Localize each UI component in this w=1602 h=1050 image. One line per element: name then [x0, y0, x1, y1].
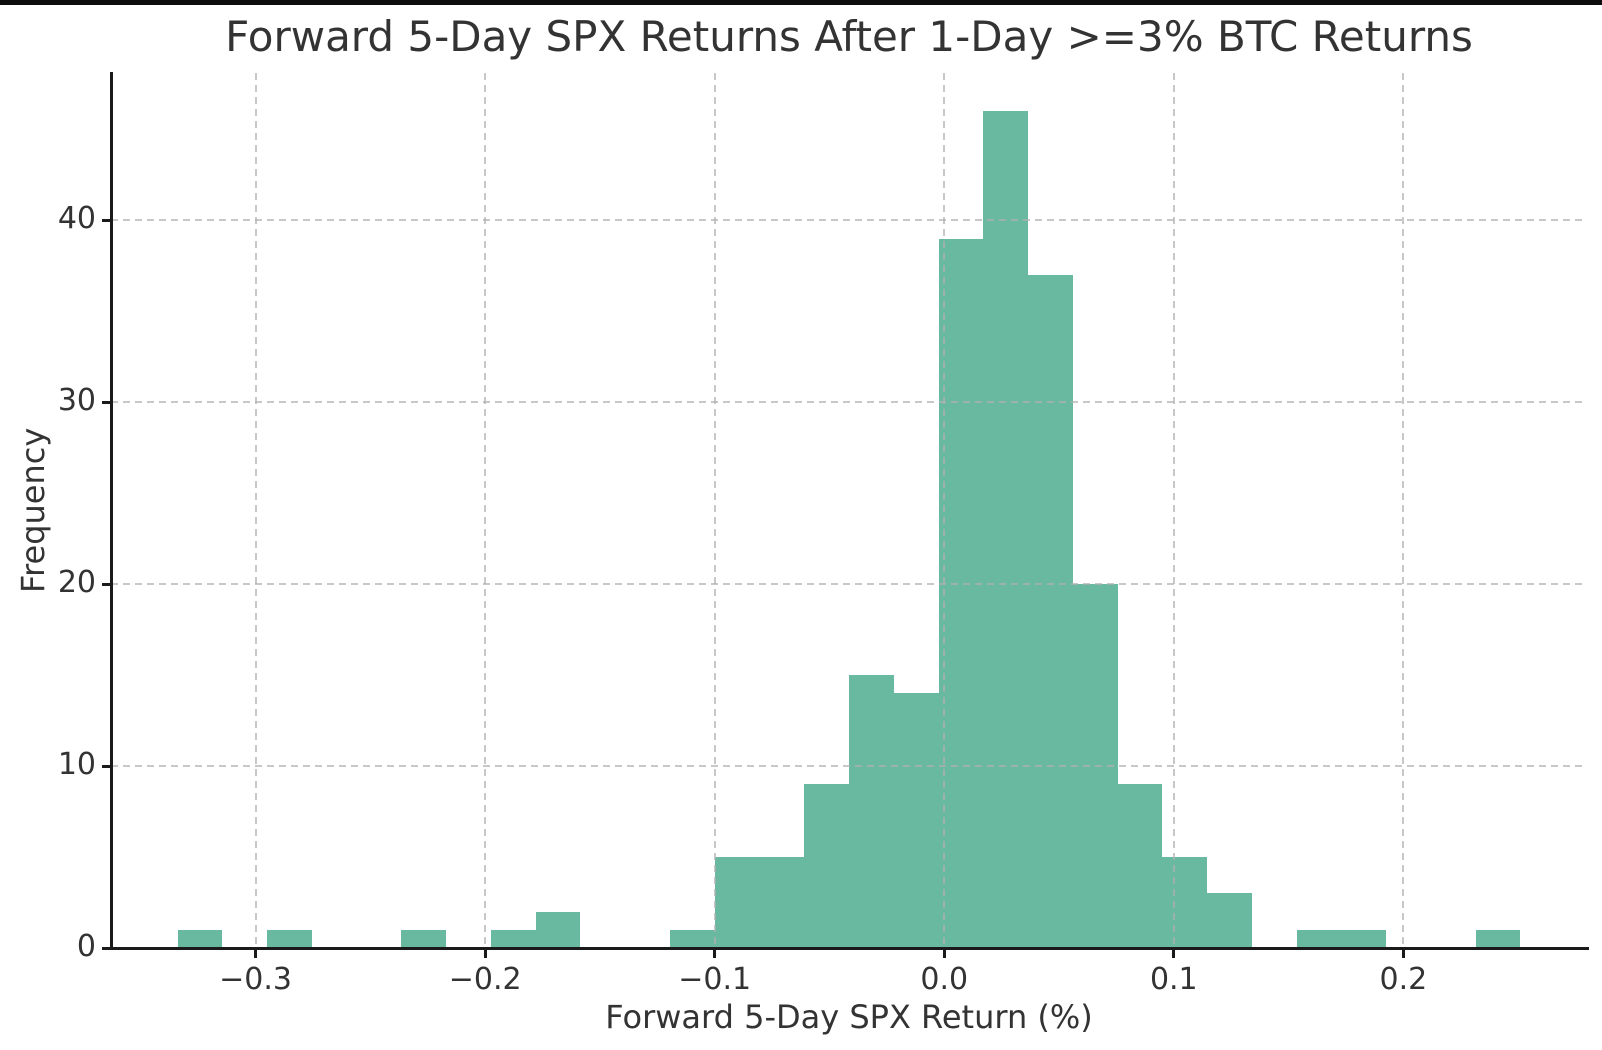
plot-area: −0.3 −0.2 −0.1 0.0 0.1 0.2 0 10 20 30 40 [58, 71, 1589, 997]
x-tick-label: −0.3 [219, 962, 293, 997]
x-tick-label: 0.0 [920, 962, 969, 997]
histogram-bar [893, 693, 939, 948]
x-axis-label: Forward 5-Day SPX Return (%) [605, 998, 1093, 1036]
histogram-bar [490, 929, 536, 948]
histogram-bar [1028, 274, 1073, 948]
histogram-bar [1341, 929, 1387, 948]
y-tick-label: 10 [57, 747, 96, 783]
gridline-vertical [1402, 73, 1405, 948]
x-axis-spine [109, 946, 1589, 950]
gridline-vertical [484, 73, 487, 948]
histogram-bar [983, 111, 1029, 948]
y-axis-spine [109, 71, 113, 950]
y-tick [101, 946, 110, 950]
x-tick [1401, 949, 1405, 958]
x-tick [713, 949, 717, 958]
y-tick [101, 764, 110, 768]
y-tick-label: 0 [76, 929, 96, 964]
gridline-horizontal [111, 583, 1587, 586]
gridline-vertical [943, 73, 946, 948]
x-tick-label: 0.1 [1149, 962, 1198, 997]
y-tick-label: 30 [57, 383, 96, 419]
histogram-bar [1162, 857, 1208, 948]
gridline-horizontal [111, 765, 1587, 768]
histogram-bar [1296, 929, 1342, 948]
y-tick [101, 400, 110, 404]
gridline-vertical [713, 73, 716, 948]
histogram-bar [849, 675, 894, 948]
x-tick [942, 949, 946, 958]
histogram-bar [401, 929, 447, 948]
y-tick-label: 40 [57, 201, 96, 237]
x-tick [483, 949, 487, 958]
histogram-bar [1475, 929, 1521, 948]
x-tick-label: 0.2 [1379, 962, 1428, 997]
x-tick-label: −0.2 [448, 962, 522, 997]
x-tick [1172, 949, 1176, 958]
gridline-horizontal [111, 401, 1587, 404]
histogram-bar [759, 857, 805, 948]
y-tick-label: 20 [57, 565, 96, 601]
gridline-horizontal [111, 219, 1587, 222]
histogram-bar [669, 929, 715, 948]
y-tick [101, 218, 110, 222]
top-border [0, 0, 1602, 5]
gridline-vertical [254, 73, 257, 948]
y-tick [101, 582, 110, 586]
histogram-bar [938, 238, 984, 948]
x-tick [254, 949, 258, 958]
histogram-bar [267, 929, 312, 948]
histogram-bar [535, 911, 581, 948]
histogram-bar [1117, 784, 1163, 948]
histogram-bar [804, 784, 849, 948]
x-tick-label: −0.1 [678, 962, 752, 997]
gridline-vertical [1172, 73, 1175, 948]
y-axis-label: Frequency [14, 427, 52, 594]
histogram-bar [714, 857, 760, 948]
histogram-bar [177, 929, 223, 948]
histogram-bar [1207, 893, 1252, 948]
chart-title: Forward 5-Day SPX Returns After 1-Day >=… [225, 12, 1473, 61]
